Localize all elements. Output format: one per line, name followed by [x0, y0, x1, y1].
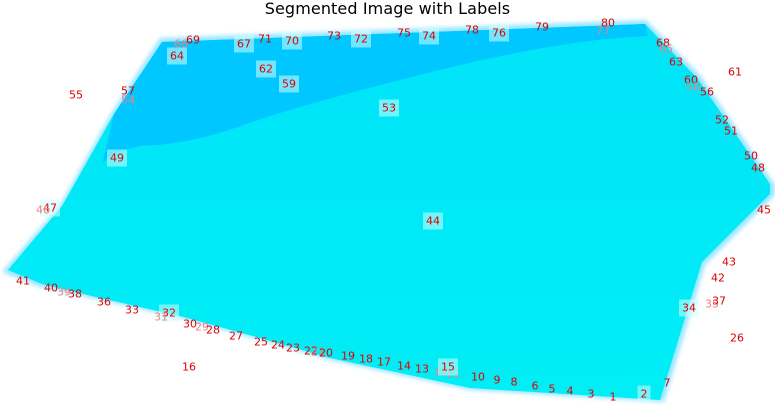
segment-label-80: 80	[601, 16, 615, 30]
segment-label-34: 34	[679, 299, 699, 317]
segment-label-1: 1	[609, 390, 617, 404]
segment-label-32: 32	[159, 304, 179, 322]
segment-label-66: 66	[174, 37, 188, 51]
image-title: Segmented Image with Labels	[264, 0, 511, 18]
segment-label-78: 78	[465, 23, 479, 37]
segment-label-7: 7	[663, 376, 671, 390]
segment-label-58: 58	[686, 80, 700, 94]
segment-label-51: 51	[724, 124, 738, 138]
segment-label-47: 47	[40, 199, 60, 217]
segment-label-13: 13	[415, 362, 429, 376]
segment-label-39: 39	[57, 285, 71, 299]
segment-label-9: 9	[493, 373, 501, 387]
segment-label-8: 8	[510, 375, 518, 389]
segment-label-17: 17	[377, 355, 391, 369]
segment-label-64: 64	[167, 47, 187, 65]
segment-label-53: 53	[379, 99, 399, 117]
segment-label-75: 75	[397, 26, 411, 40]
segment-label-41: 41	[16, 274, 30, 288]
segment-label-15: 15	[438, 358, 458, 376]
upper-region	[102, 24, 648, 165]
segment-label-31: 31	[154, 310, 168, 324]
segment-label-49: 49	[107, 149, 127, 167]
segment-label-45: 45	[757, 203, 771, 217]
segment-label-57: 57	[121, 84, 135, 98]
segment-label-26: 26	[730, 331, 744, 345]
segment-label-76: 76	[489, 24, 509, 42]
segment-label-23: 23	[286, 341, 300, 355]
segment-label-59: 59	[279, 75, 299, 93]
segment-label-77: 77	[596, 24, 610, 38]
segment-label-25: 25	[254, 335, 268, 349]
segment-label-67: 67	[234, 35, 254, 53]
segment-label-35: 35	[705, 297, 719, 311]
segment-label-30: 30	[183, 317, 197, 331]
segment-label-21: 21	[311, 345, 325, 359]
segment-label-71: 71	[258, 32, 272, 46]
segment-label-42: 42	[711, 271, 725, 285]
segment-label-2: 2	[637, 385, 651, 403]
segment-label-50: 50	[744, 149, 758, 163]
segment-label-20: 20	[319, 346, 333, 360]
segment-label-16: 16	[182, 360, 196, 374]
segment-label-10: 10	[471, 370, 485, 384]
segment-label-62: 62	[256, 60, 276, 78]
segment-label-37: 37	[712, 294, 726, 308]
segment-label-27: 27	[229, 329, 243, 343]
segment-label-14: 14	[397, 359, 411, 373]
segment-label-74: 74	[419, 27, 439, 45]
segment-label-33: 33	[125, 303, 139, 317]
segment-label-63: 63	[669, 55, 683, 69]
segment-label-4: 4	[566, 384, 574, 398]
segment-label-65: 65	[659, 42, 673, 56]
segment-label-70: 70	[282, 32, 302, 50]
segment-label-29: 29	[195, 320, 209, 334]
segment-label-3: 3	[587, 387, 595, 401]
segment-label-24: 24	[271, 338, 285, 352]
segment-label-22: 22	[304, 344, 318, 358]
segment-label-19: 19	[341, 349, 355, 363]
segment-label-61: 61	[728, 65, 742, 79]
segment-label-79: 79	[535, 20, 549, 34]
segment-label-73: 73	[327, 29, 341, 43]
segment-label-40: 40	[44, 281, 58, 295]
segment-label-72: 72	[351, 30, 371, 48]
segment-label-28: 28	[206, 323, 220, 337]
segment-label-18: 18	[359, 352, 373, 366]
segment-label-48: 48	[751, 161, 765, 175]
segment-label-6: 6	[531, 379, 539, 393]
segment-label-60: 60	[684, 73, 698, 87]
segment-label-69: 69	[186, 33, 200, 47]
segment-label-68: 68	[656, 36, 670, 50]
segment-label-54: 54	[121, 93, 135, 107]
segment-label-36: 36	[97, 295, 111, 309]
segment-label-56: 56	[700, 85, 714, 99]
segment-label-5: 5	[548, 382, 556, 396]
segment-label-38: 38	[68, 287, 82, 301]
segment-label-44: 44	[423, 212, 443, 230]
segment-label-52: 52	[715, 113, 729, 127]
segment-label-46: 46	[36, 203, 50, 217]
segment-label-43: 43	[722, 255, 736, 269]
segment-label-55: 55	[69, 88, 83, 102]
